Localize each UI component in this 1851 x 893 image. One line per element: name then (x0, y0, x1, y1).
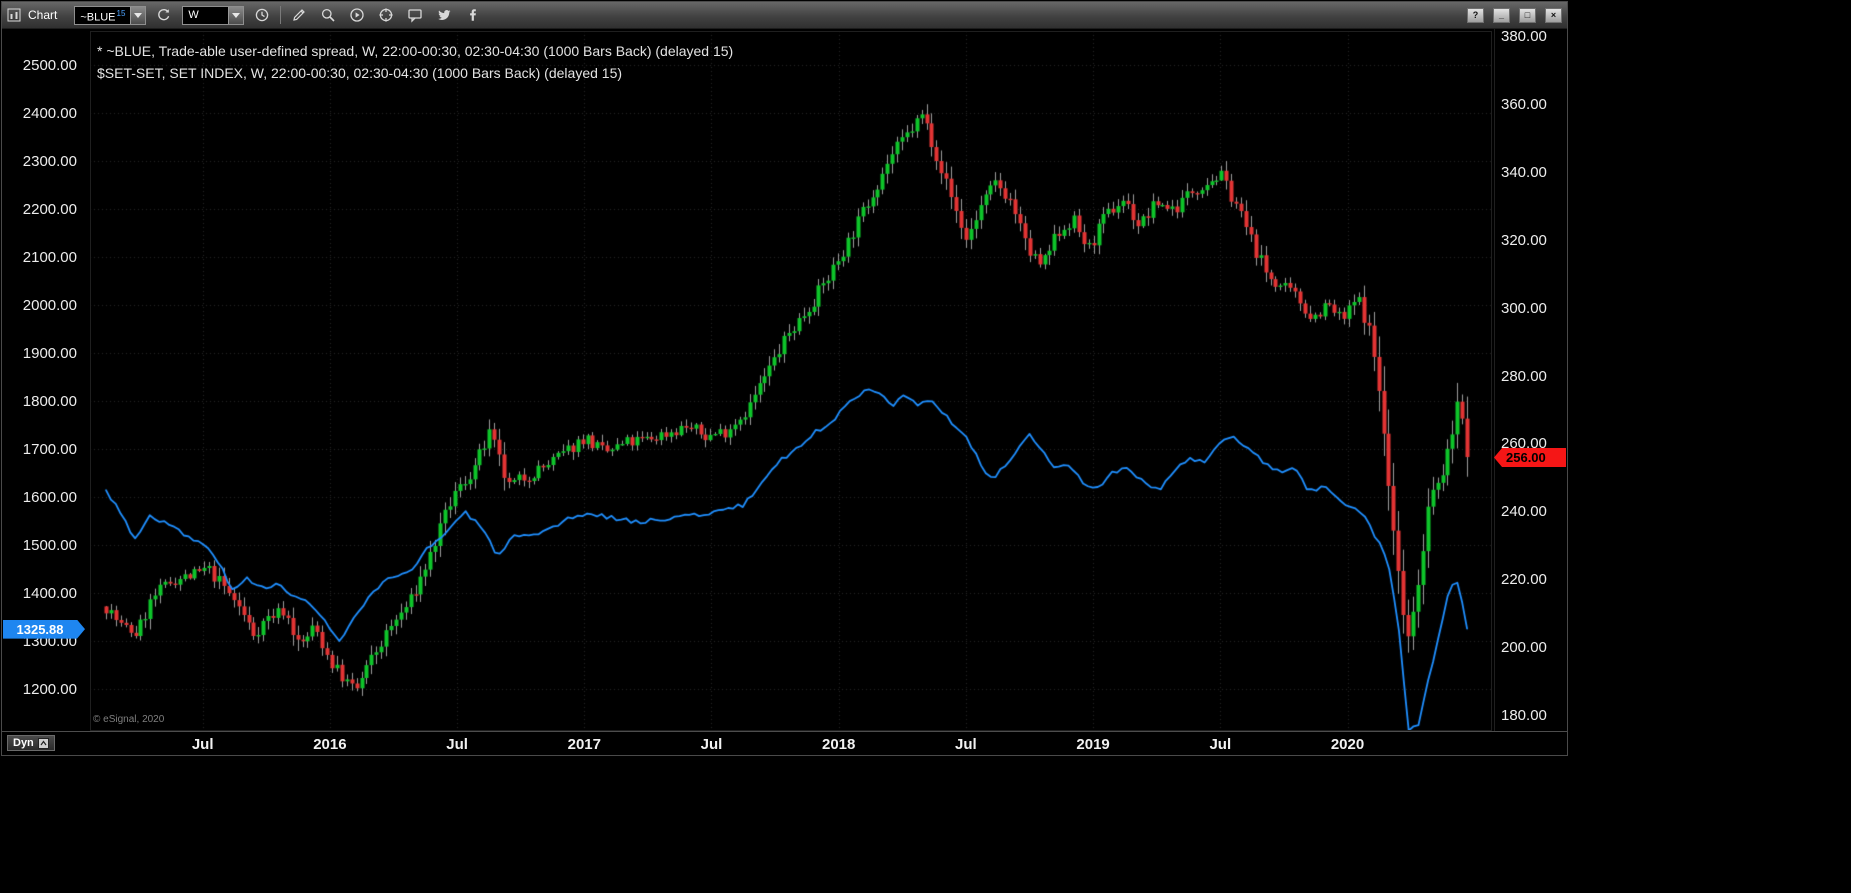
left-axis-tick: 2200.00 (22, 200, 77, 218)
left-axis-tick: 1200.00 (22, 680, 77, 698)
symbol-delay-badge: 15 (116, 8, 126, 18)
minimize-button[interactable]: _ (1493, 7, 1510, 23)
share-facebook-button[interactable] (462, 5, 484, 26)
toolbar-separator (280, 6, 282, 24)
crosshair-button[interactable] (375, 5, 397, 26)
x-axis-label: 2020 (1330, 736, 1365, 753)
chart-area: 2500.00 2400.00 2300.00 2200.00 2100.00 2000.… (2, 28, 1567, 731)
facebook-icon (470, 9, 477, 21)
left-axis-tick: 1400.00 (22, 584, 77, 602)
interval-dropdown-arrow-icon[interactable] (228, 6, 244, 24)
left-price-axis[interactable]: 2500.00 2400.00 2300.00 2200.00 2100.00 2000.… (2, 29, 88, 731)
right-axis-tick: 320.00 (1501, 231, 1547, 249)
quote-button[interactable] (404, 5, 426, 26)
last-price-flag-spread: 256.00 (1494, 448, 1566, 468)
right-axis-tick: 340.00 (1501, 163, 1547, 181)
right-axis-tick: 240.00 (1501, 503, 1547, 521)
draw-button[interactable] (288, 5, 310, 26)
refresh-icon (158, 8, 170, 21)
right-price-axis[interactable]: 380.00 360.00 340.00 320.00 300.00 280.00 260.… (1494, 28, 1567, 731)
refresh-button[interactable] (153, 5, 175, 26)
chart-legend: * ~BLUE, Trade-able user-defined spread,… (97, 40, 733, 84)
last-price-flag-set-index: 1325.88 (3, 620, 85, 639)
x-axis-label: Jul (446, 736, 468, 753)
left-axis-tick: 2500.00 (22, 56, 77, 74)
x-axis-label: 2018 (822, 736, 856, 753)
left-axis-tick: 2000.00 (22, 296, 77, 314)
legend-line-set-index: $SET-SET, SET INDEX, W, 22:00-00:30, 02:… (97, 65, 623, 81)
right-axis-tick: 300.00 (1501, 299, 1547, 317)
chart-icon (7, 8, 21, 22)
x-axis-label: 2019 (1076, 736, 1110, 753)
left-axis-tick: 1900.00 (22, 344, 77, 362)
share-twitter-button[interactable] (433, 5, 455, 26)
right-axis-tick: 180.00 (1501, 707, 1547, 725)
help-button[interactable]: ? (1467, 7, 1484, 23)
play-circle-icon (350, 8, 365, 22)
symbol-value: ~BLUE (80, 11, 116, 24)
x-axis-label: 2017 (567, 736, 601, 753)
clock-icon (256, 8, 269, 22)
right-axis-tick: 200.00 (1501, 639, 1547, 657)
copyright-notice: © eSignal, 2020 (93, 714, 165, 725)
x-axis-label: 2016 (313, 736, 347, 753)
close-button[interactable]: × (1545, 7, 1562, 23)
zoom-button[interactable] (317, 5, 339, 26)
left-axis-tick: 2100.00 (22, 248, 77, 266)
x-axis-label: Jul (1209, 736, 1232, 753)
dyn-tab-icon (37, 737, 49, 749)
twitter-icon (438, 10, 451, 20)
pencil-icon (293, 9, 306, 21)
magnifier-icon (322, 8, 335, 22)
maximize-button[interactable]: □ (1519, 7, 1536, 23)
symbol-input[interactable]: ~BLUE15 (74, 5, 147, 25)
left-axis-tick: 1500.00 (22, 536, 77, 554)
chart-window: Chart ~BLUE15 W (1, 1, 1568, 756)
right-axis-tick: 280.00 (1501, 367, 1547, 385)
chart-plot[interactable] (90, 31, 1492, 731)
right-axis-tick: 380.00 (1501, 28, 1547, 46)
time-template-button[interactable] (251, 5, 273, 26)
left-axis-tick: 2400.00 (22, 104, 77, 122)
left-axis-tick: 2300.00 (22, 152, 77, 170)
legend-line-spread: * ~BLUE, Trade-able user-defined spread,… (97, 43, 734, 59)
titlebar: Chart ~BLUE15 W (2, 2, 1567, 29)
interval-select[interactable]: W (182, 5, 245, 25)
window-title: Chart (28, 8, 58, 22)
left-axis-tick: 1700.00 (22, 440, 77, 458)
interval-value: W (188, 8, 199, 21)
right-axis-tick: 220.00 (1501, 571, 1547, 589)
x-axis-label: Jul (955, 736, 977, 753)
right-axis-tick: 360.00 (1501, 95, 1547, 113)
dyn-tab-label: Dyn (13, 737, 34, 749)
left-axis-tick: 1800.00 (22, 392, 77, 410)
replay-button[interactable] (346, 5, 368, 26)
x-axis-label: Jul (700, 736, 723, 753)
chat-bubble-icon (408, 9, 423, 23)
symbol-dropdown-arrow-icon[interactable] (130, 6, 146, 24)
time-axis[interactable]: Dyn Jul 2016 Jul 2017 Jul 2018 Jul 2019 Jul 2020 (2, 731, 1567, 755)
x-axis-label: Jul (191, 736, 214, 753)
target-circle-icon (379, 8, 394, 22)
dyn-tab[interactable]: Dyn (7, 735, 55, 751)
left-axis-tick: 1600.00 (22, 488, 77, 506)
